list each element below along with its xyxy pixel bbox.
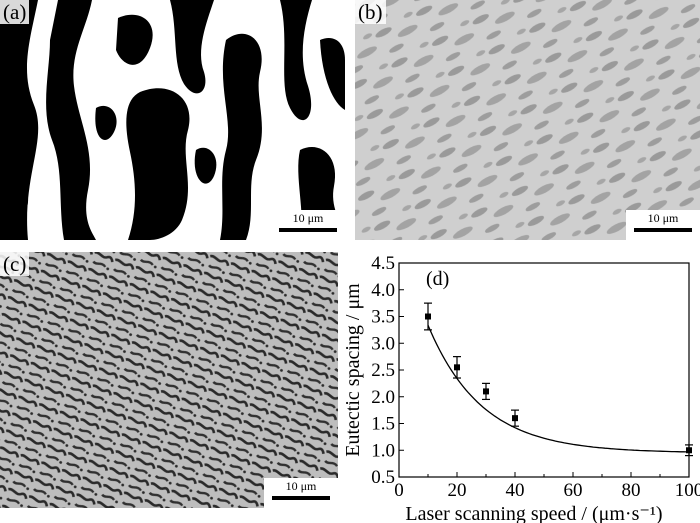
x-axis-label: Laser scanning speed / (μm·s⁻¹) [405, 503, 662, 523]
x-tick-label: 100 [675, 480, 700, 501]
data-point [425, 313, 431, 320]
x-tick-label: 20 [448, 480, 467, 501]
scale-bar-a: 10 μm [271, 210, 345, 240]
x-tick-label: 40 [506, 480, 525, 501]
data-point [512, 415, 518, 422]
y-tick-label: 2.0 [371, 387, 395, 408]
spacing-chart: 0 20 40 60 80 100 0.5 1.0 1.5 2.0 2.5 3.0 3.5 4.0 4.5 L… [342, 256, 700, 523]
x-tick-label: 0 [394, 480, 404, 501]
panel-label-b: (b) [355, 0, 386, 24]
x-tick-label: 60 [564, 480, 583, 501]
data-point [686, 447, 692, 454]
y-tick-label: 2.5 [371, 360, 395, 381]
scale-bar-b: 10 μm [626, 210, 700, 240]
y-tick-label: 3.0 [371, 333, 395, 354]
plot-frame [398, 262, 690, 478]
y-tick-label: 1.0 [371, 440, 395, 461]
y-axis-label: Eutectic spacing / μm [342, 283, 364, 457]
micrograph-c-image [0, 252, 338, 508]
scale-bar-c-text: 10 μm [285, 479, 317, 493]
y-tick-label: 4.0 [371, 280, 395, 301]
micrograph-a-image [0, 0, 345, 240]
scale-bar-a-text: 10 μm [292, 211, 324, 225]
scale-bar-c-line [272, 496, 330, 500]
y-tick-label: 3.5 [371, 307, 395, 328]
y-tick-label: 4.5 [371, 256, 395, 274]
scale-bar-b-text: 10 μm [647, 211, 679, 225]
scale-bar-a-line [279, 228, 337, 232]
micrograph-c: (c) 10 μm [0, 252, 338, 508]
y-tick-label: 0.5 [371, 467, 395, 488]
fit-curve [427, 324, 689, 453]
scale-bar-c: 10 μm [264, 478, 338, 508]
data-point [483, 388, 489, 395]
scale-bar-b-line [634, 228, 692, 232]
panel-label-a: (a) [0, 0, 30, 24]
panel-label-d: (d) [426, 268, 449, 290]
micrograph-b-image [355, 0, 700, 240]
micrograph-a: (a) 10 μm [0, 0, 345, 240]
x-tick-label: 80 [622, 480, 641, 501]
panel-label-c: (c) [0, 252, 30, 276]
data-point [454, 364, 460, 371]
y-tick-label: 1.5 [371, 414, 395, 435]
micrograph-b: (b) 10 μm [355, 0, 700, 240]
